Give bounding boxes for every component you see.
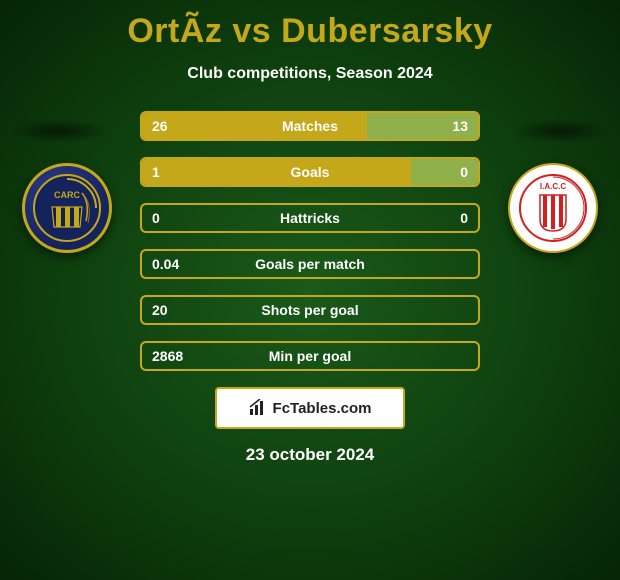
comparison-panel: CARC I.A.C.C 2613Matches 10Goals 00Hattric… <box>0 111 620 371</box>
stat-label: Min per goal <box>142 348 478 364</box>
stats-list: 2613Matches 10Goals 00Hattricks 0.04Goals p… <box>140 111 480 371</box>
carc-crest-icon: CARC <box>32 173 102 243</box>
svg-text:CARC: CARC <box>54 190 80 200</box>
stat-label: Goals <box>142 164 478 180</box>
svg-text:I.A.C.C: I.A.C.C <box>540 182 566 191</box>
stat-row: 2868Min per goal <box>140 341 480 371</box>
stat-row: 0.04Goals per match <box>140 249 480 279</box>
stat-row: 10Goals <box>140 157 480 187</box>
stat-row: 20Shots per goal <box>140 295 480 325</box>
shadow-left <box>10 119 110 143</box>
team-badge-right: I.A.C.C <box>508 163 598 253</box>
stat-label: Goals per match <box>142 256 478 272</box>
shadow-right <box>510 119 610 143</box>
date-label: 23 october 2024 <box>0 445 620 465</box>
stat-label: Hattricks <box>142 210 478 226</box>
subtitle: Club competitions, Season 2024 <box>0 65 620 83</box>
iacc-crest-icon: I.A.C.C <box>518 173 588 243</box>
stat-row: 00Hattricks <box>140 203 480 233</box>
page-title: OrtÃz vs Dubersarsky <box>0 0 620 51</box>
team-badge-left: CARC <box>22 163 112 253</box>
source-label: FcTables.com <box>273 400 372 417</box>
stat-label: Matches <box>142 118 478 134</box>
source-badge[interactable]: FcTables.com <box>215 387 405 429</box>
chart-icon <box>249 399 267 417</box>
stat-label: Shots per goal <box>142 302 478 318</box>
stat-row: 2613Matches <box>140 111 480 141</box>
